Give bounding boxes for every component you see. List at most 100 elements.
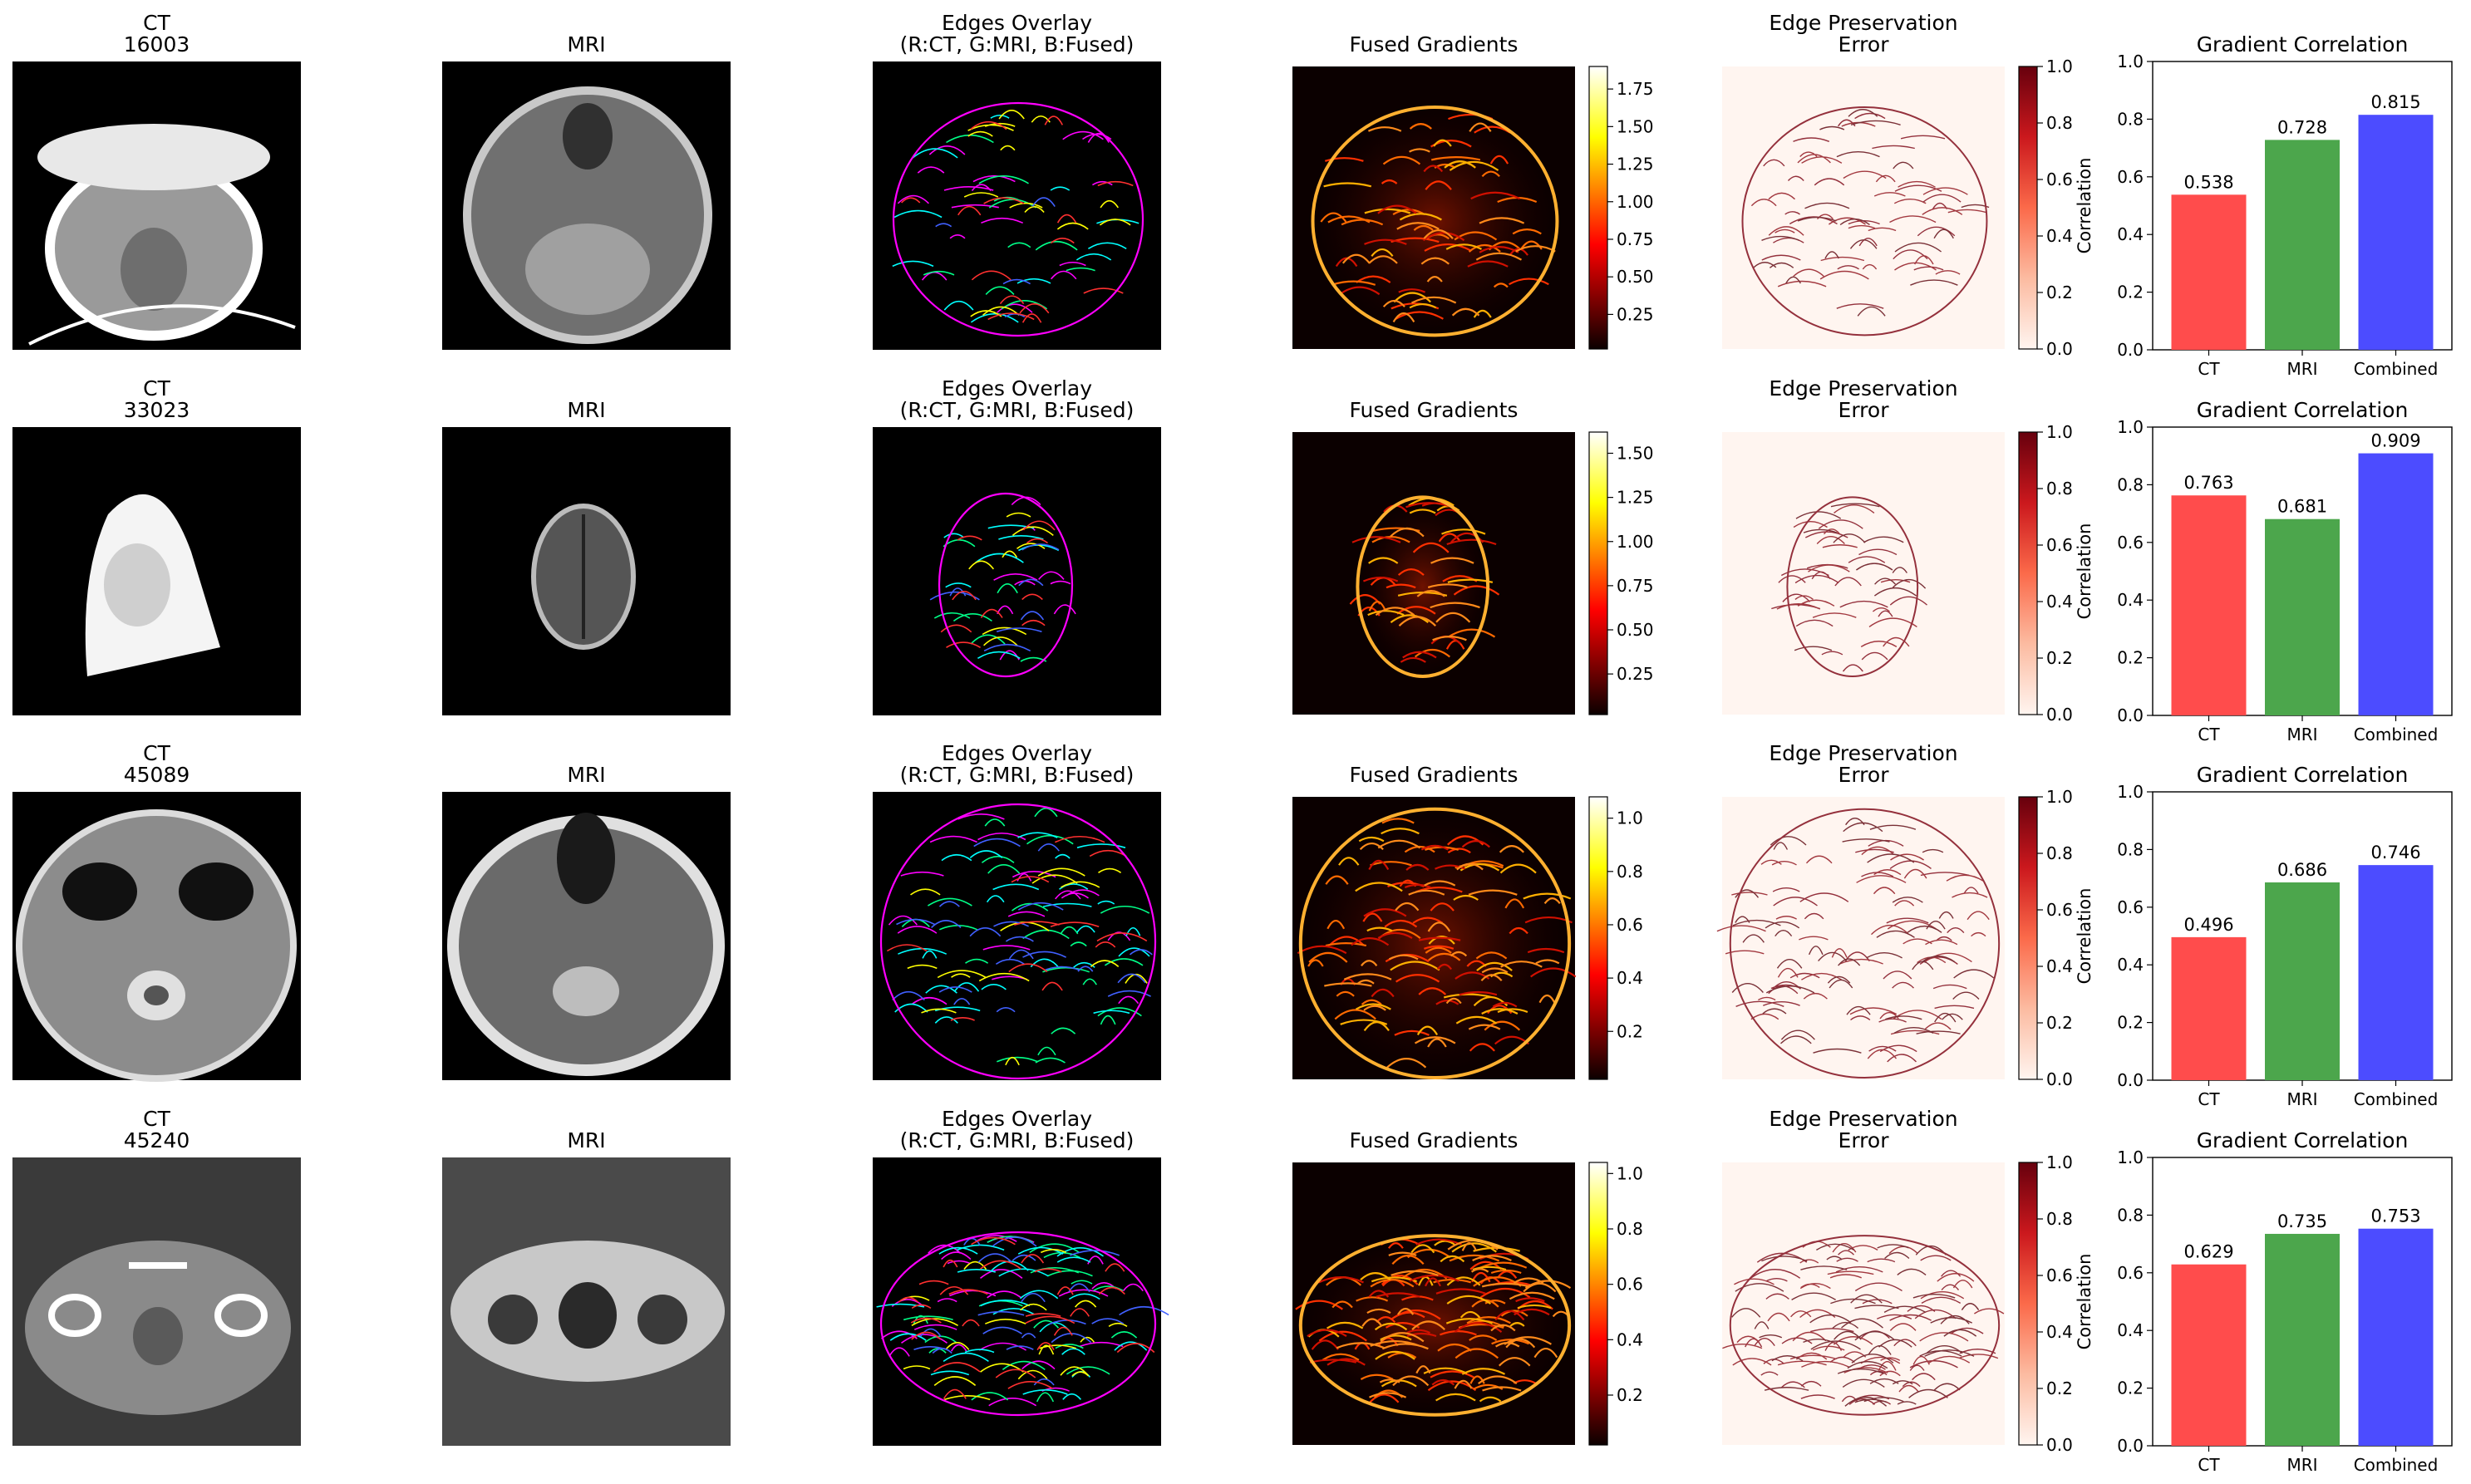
edge-strokes (876, 1231, 1169, 1417)
bar-value-label: 0.538 (2183, 172, 2233, 192)
gradient-glow (1312, 106, 1558, 336)
mri-panel: MRI (442, 32, 731, 350)
x-tick-label: Combined (2354, 1455, 2439, 1475)
colorbar-tick-label: 0.2 (2046, 1013, 2073, 1033)
edge-error-subtitle: Error (1838, 398, 1890, 422)
bar-value-label: 0.763 (2183, 473, 2233, 493)
edges-title: Edges Overlay (942, 376, 1092, 400)
colorbar-tick-label: 0.6 (2046, 170, 2073, 189)
y-tick-label: 0.6 (2117, 1263, 2144, 1283)
y-tick-label: 0.2 (2117, 1013, 2144, 1033)
edge-error-subtitle: Error (1838, 763, 1890, 787)
fused-gradients-title: Fused Gradients (1350, 1128, 1519, 1152)
bar-value-label: 0.909 (2370, 431, 2420, 451)
edge-stroke (898, 1236, 1155, 1399)
edge-stroke (1295, 1238, 1553, 1403)
colorbar-tick-label: 1.75 (1617, 79, 1654, 99)
edge-stroke (1375, 527, 1480, 641)
gradient-outline (1356, 495, 1490, 678)
error-colorbar: 0.0 0.2 0.4 0.6 0.8 1.0 (2018, 57, 2073, 359)
edge-outline (879, 1231, 1157, 1417)
bar-combined (2358, 115, 2434, 350)
colorbar-strip (1588, 431, 1608, 715)
y-tick-label: 0.2 (2117, 1378, 2144, 1398)
colorbar-tick-label: 0.75 (1617, 229, 1654, 249)
bar-value-label: 0.496 (2183, 915, 2233, 935)
edge-strokes (1722, 1235, 2005, 1416)
edge-stroke (940, 520, 1056, 648)
colorbar-tick-label: 0.2 (2046, 283, 2073, 302)
gradient-colorbar: 0.2 0.4 0.6 0.8 1.0 (1588, 1162, 1643, 1446)
gradient-correlation-chart: Gradient Correlation 0.0 0.2 0.4 0.6 0.8 1.0 Co… (2075, 32, 2453, 379)
colorbar-tick-label: 1.0 (1617, 1163, 1643, 1183)
colorbar-tick-label: 0.0 (2046, 1069, 2073, 1089)
error-colorbar: 0.0 0.2 0.4 0.6 0.8 1.0 (2018, 422, 2073, 725)
x-tick-label: CT (2198, 359, 2220, 379)
x-tick-label: Combined (2354, 359, 2439, 379)
mri-anatomy (447, 813, 725, 1076)
edge-stroke (1336, 1240, 1572, 1398)
bar-mri (2265, 1233, 2340, 1446)
mri-title: MRI (567, 1128, 605, 1152)
x-tick-label: MRI (2286, 725, 2317, 744)
bar-combined (2358, 1228, 2434, 1446)
y-tick-label: 0.8 (2117, 1205, 2144, 1225)
ct-title: CT (143, 376, 170, 400)
x-tick-label: CT (2198, 725, 2220, 744)
edge-error-title: Edge Preservation (1769, 376, 1957, 400)
gradient-correlation-chart: Gradient Correlation 0.0 0.2 0.4 0.6 0.8 1.0 Co… (2075, 763, 2453, 1109)
edges-overlay-panel: Edges Overlay(R:CT, G:MRI, B:Fused) (873, 741, 1161, 1080)
edge-stroke (1338, 828, 1572, 1035)
edge-strokes (892, 101, 1144, 337)
colorbar-tick-label: 0.2 (1617, 1021, 1643, 1041)
edge-outline (1729, 808, 2001, 1079)
colorbar-tick-label: 1.0 (2046, 57, 2073, 76)
fused-gradients-panel: Fused Gradients 0.25 0.50 0.75 1.00 1.25 1.50 1… (1292, 32, 1654, 350)
gradient-outline (1298, 807, 1572, 1080)
edge-stroke (886, 835, 1148, 1021)
edge-stroke (1771, 519, 1927, 672)
colorbar-tick-label: 1.50 (1617, 116, 1654, 136)
mri-panel: MRI (442, 763, 731, 1080)
y-tick-label: 0.8 (2117, 474, 2144, 494)
colorbar-tick-label: 0.25 (1617, 304, 1654, 324)
y-tick-label: 1.0 (2117, 1147, 2144, 1167)
colorbar-tick-label: 1.00 (1617, 192, 1654, 212)
fused-gradients-title: Fused Gradients (1350, 32, 1519, 57)
gradient-correlation-chart: Gradient Correlation 0.0 0.2 0.4 0.6 0.8 1.0 Co… (2075, 398, 2453, 744)
colorbar-tick-label: 0.2 (2046, 1378, 2073, 1398)
colorbar-strip (2018, 66, 2038, 350)
x-tick-label: Combined (2354, 725, 2439, 744)
edges-title: Edges Overlay (942, 741, 1092, 765)
mri-title: MRI (567, 398, 605, 422)
edge-stroke (901, 115, 1134, 323)
y-axis-label: Correlation (2075, 888, 2094, 985)
edge-outline (879, 803, 1157, 1080)
edge-stroke (1716, 846, 1990, 1059)
edges-image (873, 792, 1161, 1080)
edge-stroke (1307, 1238, 1550, 1386)
mri-panel: MRI (442, 1128, 731, 1446)
colorbar-tick-label: 0.4 (1617, 1329, 1643, 1349)
fused-gradients-title: Fused Gradients (1350, 763, 1519, 787)
y-tick-label: 0.8 (2117, 109, 2144, 129)
edges-image (873, 427, 1161, 715)
bar-value-label: 0.629 (2183, 1242, 2233, 1262)
colorbar-strip (2018, 796, 2038, 1080)
gradient-colorbar: 0.2 0.4 0.6 0.8 1.0 (1588, 796, 1643, 1080)
colorbar-tick-label: 0.6 (2046, 535, 2073, 555)
y-axis-label: Correlation (2075, 523, 2094, 620)
ct-title: CT (143, 1107, 170, 1131)
chart-title: Gradient Correlation (2197, 763, 2409, 787)
colorbar-tick-label: 1.0 (2046, 787, 2073, 807)
edge-error-image (1722, 432, 2005, 715)
edges-subtitle: (R:CT, G:MRI, B:Fused) (900, 763, 1135, 787)
y-tick-label: 0.6 (2117, 897, 2144, 917)
error-colorbar: 0.0 0.2 0.4 0.6 0.8 1.0 (2018, 1152, 2073, 1455)
gradient-outline (1298, 1234, 1572, 1417)
y-axis-label: Correlation (2075, 158, 2094, 254)
